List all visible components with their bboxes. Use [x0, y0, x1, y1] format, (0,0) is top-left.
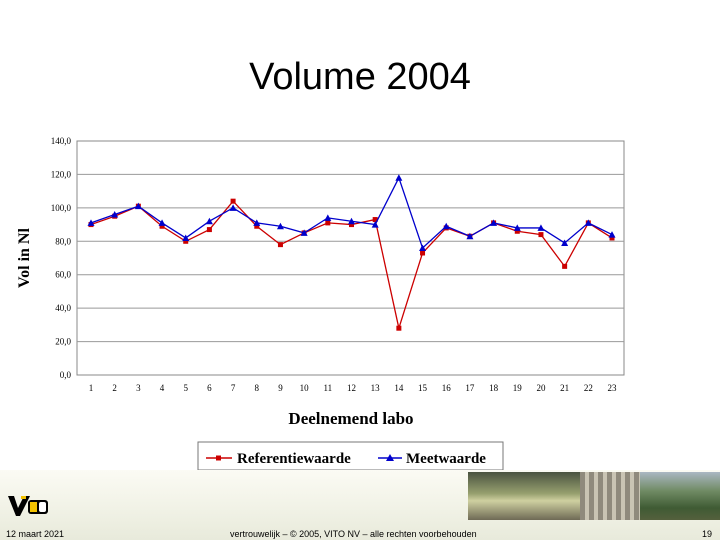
x-tick-label: 2	[112, 383, 117, 393]
data-point-referentiewaarde	[372, 217, 378, 223]
data-point-meetwaarde	[348, 217, 355, 225]
data-point-meetwaarde	[395, 174, 403, 181]
data-point-meetwaarde	[205, 217, 213, 225]
x-tick-label: 9	[278, 383, 283, 393]
data-point-meetwaarde	[537, 224, 545, 231]
data-point-meetwaarde	[561, 239, 569, 246]
x-tick-label: 8	[255, 383, 260, 393]
x-tick-label: 19	[513, 383, 523, 393]
footer-date: 12 maart 2021	[6, 529, 65, 539]
x-tick-label: 11	[323, 383, 332, 393]
data-point-referentiewaarde	[562, 263, 568, 269]
data-point-referentiewaarde	[254, 223, 260, 229]
legend-label-meetwaarde: Meetwaarde	[406, 451, 486, 467]
x-tick-label: 5	[183, 383, 188, 393]
data-point-meetwaarde	[300, 229, 308, 236]
footer-photo-sunset	[468, 472, 580, 520]
y-tick-label: 120,0	[51, 169, 72, 179]
x-tick-label: 6	[207, 383, 212, 393]
y-tick-label: 140,0	[51, 136, 72, 146]
data-point-referentiewaarde	[277, 242, 283, 248]
legend-label-referentiewaarde: Referentiewaarde	[237, 451, 351, 467]
x-tick-labels: 1 2 3 4 5 6 7 8 9 10 11 12 13 14 15 16 17 18 19 20 21 22 23	[89, 383, 617, 393]
data-point-meetwaarde	[182, 234, 190, 241]
data-point-referentiewaarde	[396, 325, 402, 331]
data-point-meetwaarde	[419, 244, 427, 251]
data-point-meetwaarde	[466, 232, 474, 240]
data-point-meetwaarde	[584, 219, 592, 226]
x-tick-label: 18	[489, 383, 499, 393]
series-lines	[87, 174, 616, 331]
y-tick-labels: 0,0 20,0 40,0 60,0 80,0 100,0 120,0 140,0	[51, 136, 72, 380]
vito-logo	[6, 492, 50, 518]
x-tick-label: 16	[442, 383, 452, 393]
data-point-referentiewaarde	[349, 222, 354, 228]
y-tick-label: 20,0	[55, 337, 71, 347]
data-point-meetwaarde	[253, 219, 261, 226]
data-point-meetwaarde	[442, 222, 450, 230]
data-point-meetwaarde	[276, 222, 284, 230]
data-point-referentiewaarde	[183, 238, 189, 244]
x-tick-label: 1	[89, 383, 94, 393]
x-tick-label: 3	[136, 383, 141, 393]
x-tick-label: 17	[465, 383, 475, 393]
x-tick-label: 15	[418, 383, 428, 393]
x-tick-label: 10	[300, 383, 310, 393]
data-point-meetwaarde	[229, 204, 237, 211]
y-tick-label: 100,0	[51, 203, 72, 213]
y-tick-label: 80,0	[55, 236, 71, 246]
legend-marker-referentiewaarde	[216, 455, 221, 461]
y-tick-label: 40,0	[55, 303, 71, 313]
x-tick-label: 13	[371, 383, 381, 393]
data-point-meetwaarde	[371, 221, 379, 228]
gridlines	[77, 173, 624, 343]
plot-area	[76, 140, 625, 376]
x-tick-label: 12	[347, 383, 356, 393]
page-number: 19	[701, 529, 712, 539]
footer-copyright: vertrouwelijk – © 2005, VITO NV – alle r…	[230, 529, 477, 539]
y-tick-label: 60,0	[55, 270, 71, 280]
data-point-meetwaarde	[490, 219, 498, 226]
x-tick-label: 7	[231, 383, 236, 393]
x-tick-label: 14	[394, 383, 404, 393]
y-tick-label: 0,0	[60, 370, 72, 380]
x-axis-label: Deelnemend labo	[288, 409, 413, 428]
data-point-meetwaarde	[87, 219, 95, 226]
x-tick-label: 21	[560, 383, 569, 393]
slide-title: Volume 2004	[249, 56, 471, 98]
x-tick-label: 23	[608, 383, 618, 393]
data-point-referentiewaarde	[325, 220, 331, 226]
data-point-meetwaarde	[111, 211, 119, 218]
data-point-meetwaarde	[608, 231, 616, 238]
data-point-referentiewaarde	[230, 198, 236, 204]
data-point-referentiewaarde	[609, 235, 615, 241]
x-tick-label: 22	[584, 383, 593, 393]
legend-box	[197, 441, 504, 471]
data-point-referentiewaarde	[538, 232, 544, 238]
x-tick-label: 20	[536, 383, 546, 393]
data-point-meetwaarde	[158, 219, 166, 226]
data-point-meetwaarde	[134, 202, 142, 210]
data-point-meetwaarde	[324, 214, 332, 221]
legend: Referentiewaarde Meetwaarde	[197, 441, 504, 471]
data-point-referentiewaarde	[514, 228, 520, 234]
y-axis-label: Vol in Nl	[16, 228, 33, 288]
legend-marker-meetwaarde	[386, 454, 394, 461]
footer-photo-building	[580, 472, 640, 520]
data-point-referentiewaarde	[159, 223, 165, 229]
data-point-referentiewaarde	[206, 227, 212, 233]
data-point-meetwaarde	[513, 224, 521, 231]
x-tick-label: 4	[160, 383, 165, 393]
data-point-referentiewaarde	[420, 250, 426, 256]
footer-photo-forest	[640, 472, 720, 520]
